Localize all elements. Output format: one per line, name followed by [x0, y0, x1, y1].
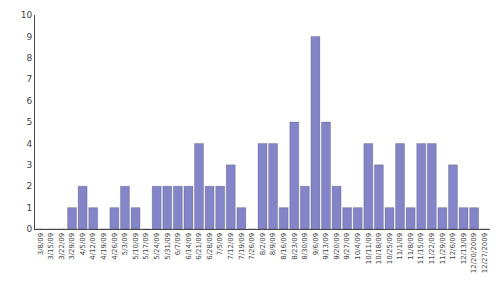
svg-text:10/25/09: 10/25/09 — [386, 233, 394, 264]
svg-text:5/24/09: 5/24/09 — [153, 233, 161, 260]
svg-text:3/15/09: 3/15/09 — [47, 233, 55, 260]
svg-text:6: 6 — [26, 96, 32, 106]
svg-text:0: 0 — [26, 224, 32, 234]
svg-text:8/2/09: 8/2/09 — [259, 233, 267, 256]
svg-text:10/4/09: 10/4/09 — [354, 233, 362, 260]
svg-text:8/16/09: 8/16/09 — [280, 233, 288, 260]
svg-text:3: 3 — [26, 160, 32, 170]
svg-text:9: 9 — [26, 32, 32, 42]
svg-text:11/1/09: 11/1/09 — [396, 233, 404, 260]
svg-text:4/5/09: 4/5/09 — [79, 233, 87, 256]
svg-text:10/11/09: 10/11/09 — [365, 233, 373, 264]
svg-text:10: 10 — [21, 10, 33, 20]
svg-text:11/22/09: 11/22/09 — [428, 233, 436, 264]
svg-text:12/13/09: 12/13/09 — [460, 233, 468, 264]
svg-text:3/8/09: 3/8/09 — [37, 233, 45, 256]
svg-text:8/9/09: 8/9/09 — [269, 233, 277, 256]
svg-text:9/20/09: 9/20/09 — [333, 233, 341, 260]
svg-text:6/21/09: 6/21/09 — [195, 233, 203, 260]
svg-text:9/27/09: 9/27/09 — [343, 233, 351, 260]
svg-text:5: 5 — [26, 117, 32, 127]
svg-text:11/15/09: 11/15/09 — [417, 233, 425, 264]
svg-text:3/22/09: 3/22/09 — [58, 233, 66, 260]
svg-text:7: 7 — [26, 74, 32, 84]
svg-text:7/5/09: 7/5/09 — [216, 233, 224, 256]
svg-text:5/17/09: 5/17/09 — [142, 233, 150, 260]
svg-text:7/19/09: 7/19/09 — [238, 233, 246, 260]
svg-text:8: 8 — [26, 53, 32, 63]
svg-text:6/28/09: 6/28/09 — [206, 233, 214, 260]
svg-text:4/12/09: 4/12/09 — [89, 233, 97, 260]
svg-text:10/18/09: 10/18/09 — [375, 233, 383, 264]
svg-text:4/26/09: 4/26/09 — [111, 233, 119, 260]
svg-text:4/19/09: 4/19/09 — [100, 233, 108, 260]
svg-text:9/13/09: 9/13/09 — [322, 233, 330, 260]
svg-text:8/23/09: 8/23/09 — [291, 233, 299, 260]
svg-text:6/14/09: 6/14/09 — [185, 233, 193, 260]
svg-text:1: 1 — [26, 203, 32, 213]
svg-text:5/3/09: 5/3/09 — [121, 233, 129, 256]
svg-text:3/29/09: 3/29/09 — [68, 233, 76, 260]
svg-text:5/10/09: 5/10/09 — [132, 233, 140, 260]
svg-text:12/27/2009: 12/27/2009 — [481, 233, 489, 273]
svg-text:7/12/09: 7/12/09 — [227, 233, 235, 260]
svg-text:6/7/09: 6/7/09 — [174, 233, 182, 256]
svg-text:12/6/09: 12/6/09 — [449, 233, 457, 260]
svg-text:12/20/2009: 12/20/2009 — [470, 233, 478, 273]
svg-text:11/8/09: 11/8/09 — [407, 233, 415, 260]
svg-text:11/29/09: 11/29/09 — [439, 233, 447, 264]
svg-text:2: 2 — [26, 181, 32, 191]
svg-text:8/30/09: 8/30/09 — [301, 233, 309, 260]
svg-text:9/6/09: 9/6/09 — [312, 233, 320, 256]
svg-text:7/26/09: 7/26/09 — [248, 233, 256, 260]
svg-text:4: 4 — [26, 139, 32, 149]
svg-text:5/31/09: 5/31/09 — [164, 233, 172, 260]
